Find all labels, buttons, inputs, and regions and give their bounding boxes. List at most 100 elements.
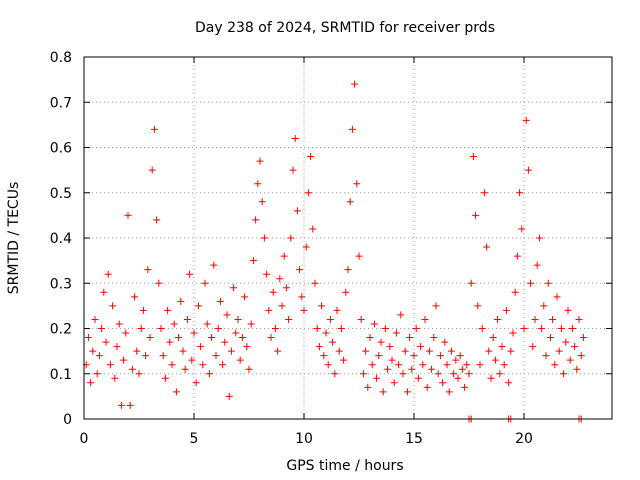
data-point [518,225,526,233]
data-point [142,352,150,360]
data-point [342,288,350,296]
data-point [269,288,277,296]
data-point [265,306,273,314]
data-point [522,116,530,124]
data-point [241,293,249,301]
y-tick-label: 0.4 [50,231,72,247]
data-point [256,157,264,165]
data-point [153,216,161,224]
data-point [456,352,464,360]
data-point [346,198,354,206]
x-tick-label: 20 [515,431,533,447]
data-point [443,361,451,369]
data-point [379,388,387,396]
data-point [311,279,319,287]
data-point [551,361,559,369]
y-tick-label: 0.6 [50,141,72,157]
data-point [546,334,554,342]
data-point [375,352,383,360]
data-point [263,270,271,278]
data-point [296,266,304,274]
data-point [362,347,370,355]
data-point [247,320,255,328]
data-point [331,370,339,378]
data-point [458,365,466,373]
data-point [428,365,436,373]
data-point [201,279,209,287]
data-point [276,275,284,283]
data-point [355,252,363,260]
data-point [353,180,361,188]
data-point [93,370,101,378]
data-point [549,315,557,323]
y-tick-label: 0.8 [50,50,72,66]
data-point [483,243,491,251]
data-point [113,343,121,351]
data-point [159,352,167,360]
data-point [461,383,469,391]
data-point [496,370,504,378]
data-point [131,293,139,301]
data-point [157,325,165,332]
data-point [287,234,295,242]
data-point [155,279,163,287]
data-point [524,166,532,174]
data-point [95,352,103,360]
x-axis-title: GPS time / hours [286,458,403,474]
data-point [122,329,130,337]
data-point [230,284,238,292]
data-point [179,347,187,355]
data-point [489,334,497,342]
data-point [498,343,506,351]
data-point [516,189,524,197]
data-point [137,325,145,332]
data-point [280,252,288,260]
data-point [91,315,99,323]
data-point [509,329,517,337]
data-point [320,352,328,360]
data-points [82,80,587,423]
data-point [223,311,231,319]
data-point [494,315,502,323]
data-point [192,379,200,387]
data-point [249,257,257,265]
data-point [579,334,587,342]
data-point [282,284,290,292]
data-point [98,325,106,332]
data-point [410,352,418,360]
data-point [386,343,394,351]
data-point [566,356,574,364]
data-point [447,347,455,355]
data-point [106,361,114,369]
y-tick-label: 0.1 [50,367,72,383]
data-point [505,379,513,387]
data-point [467,279,475,287]
data-point [133,347,141,355]
data-point [344,266,352,274]
data-point [395,361,403,369]
data-point [573,365,581,373]
data-point [309,225,317,233]
data-point [175,334,183,342]
data-point [221,338,229,346]
data-point [340,356,348,364]
y-tick-label: 0.3 [50,276,72,292]
data-point [535,234,543,242]
data-point [117,401,125,409]
data-point [289,166,297,174]
data-point [474,302,482,310]
data-point [274,347,282,355]
data-point [373,374,381,382]
data-point [164,306,172,314]
data-point [304,189,312,197]
data-point [252,216,260,224]
data-point [243,343,251,351]
data-point [544,279,552,287]
data-point [485,347,493,355]
data-point [412,325,420,332]
data-point [190,329,198,337]
data-point [329,338,337,346]
data-point [214,325,222,332]
data-point [267,334,275,342]
data-point [172,388,180,396]
